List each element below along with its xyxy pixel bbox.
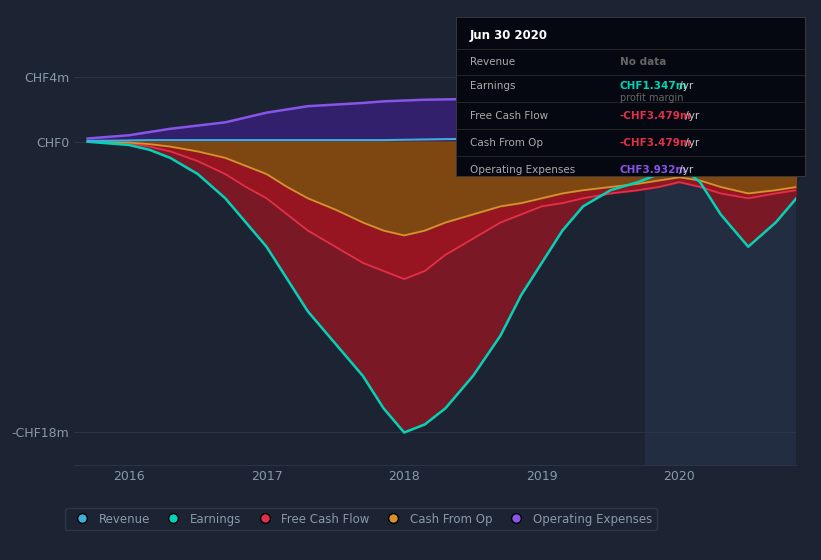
- Text: /yr: /yr: [682, 111, 699, 121]
- Text: -CHF3.479m: -CHF3.479m: [620, 138, 691, 148]
- Text: CHF1.347m: CHF1.347m: [620, 81, 687, 91]
- Text: Earnings: Earnings: [470, 81, 515, 91]
- Text: No data: No data: [620, 57, 666, 67]
- Text: Revenue: Revenue: [470, 57, 515, 67]
- Text: Cash From Op: Cash From Op: [470, 138, 543, 148]
- Text: /yr: /yr: [682, 138, 699, 148]
- Text: /yr: /yr: [677, 81, 694, 91]
- Text: Jun 30 2020: Jun 30 2020: [470, 30, 548, 43]
- Text: Operating Expenses: Operating Expenses: [470, 165, 575, 175]
- Text: /yr: /yr: [677, 165, 694, 175]
- Text: Free Cash Flow: Free Cash Flow: [470, 111, 548, 121]
- Bar: [645, 45, 821, 465]
- Legend: Revenue, Earnings, Free Cash Flow, Cash From Op, Operating Expenses: Revenue, Earnings, Free Cash Flow, Cash …: [66, 508, 657, 530]
- Text: profit margin: profit margin: [620, 93, 683, 103]
- Text: CHF3.932m: CHF3.932m: [620, 165, 687, 175]
- Text: -CHF3.479m: -CHF3.479m: [620, 111, 691, 121]
